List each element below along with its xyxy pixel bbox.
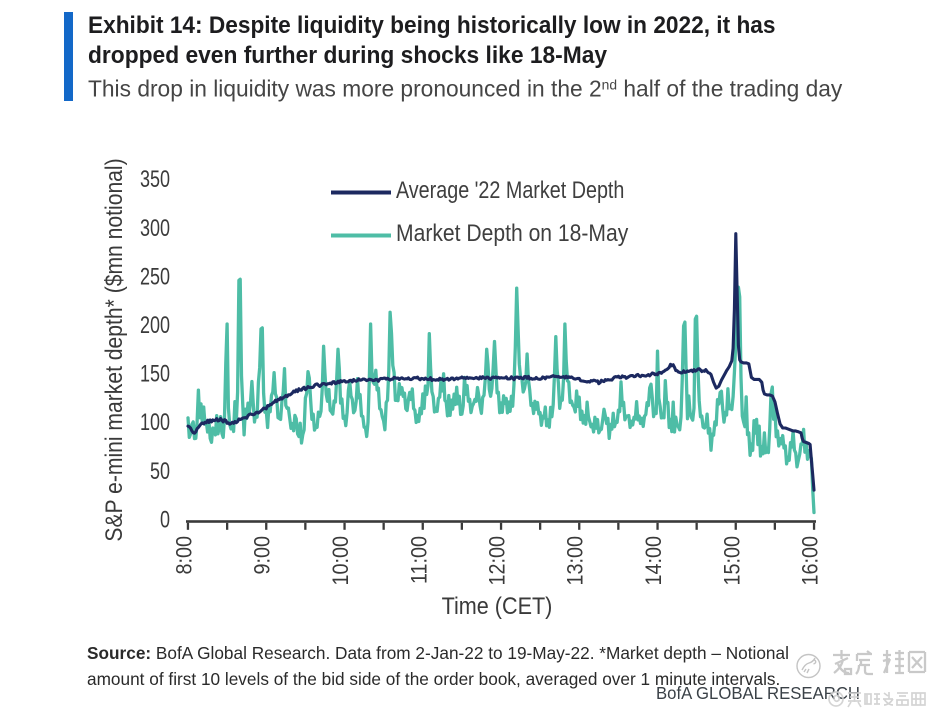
svg-text:8:00: 8:00 [173,536,197,575]
svg-text:350: 350 [140,167,170,193]
svg-text:200: 200 [140,313,170,339]
svg-text:16:00: 16:00 [799,536,823,586]
svg-text:S&P e-mini market depth* ($mn: S&P e-mini market depth* ($mn notional) [101,158,128,541]
svg-text:300: 300 [140,215,170,241]
svg-text:BofA GLOBAL RESEARCH: BofA GLOBAL RESEARCH [656,682,860,703]
svg-text:This drop in liquidity was mor: This drop in liquidity was more pronounc… [88,75,843,101]
svg-text:dropped even further during sh: dropped even further during shocks like … [88,41,607,68]
svg-text:Source: BofA Global Research.: Source: BofA Global Research. Data from … [87,643,789,663]
svg-text:150: 150 [140,361,170,387]
svg-text:15:00: 15:00 [720,536,744,586]
svg-text:14:00: 14:00 [642,536,666,586]
svg-text:13:00: 13:00 [564,536,588,586]
svg-text:12:00: 12:00 [486,536,510,586]
svg-text:Exhibit 14: Despite liquidity: Exhibit 14: Despite liquidity being hist… [88,11,776,38]
svg-text:250: 250 [140,264,170,290]
svg-text:0: 0 [160,507,170,533]
svg-text:Average '22 Market Depth: Average '22 Market Depth [396,176,624,203]
svg-text:9:00: 9:00 [251,536,275,575]
svg-text:10:00: 10:00 [329,536,353,586]
svg-text:50: 50 [150,458,170,484]
svg-text:amount of first 10 levels of t: amount of first 10 levels of the bid sid… [87,669,780,689]
svg-text:Market Depth on 18-May: Market Depth on 18-May [396,220,629,247]
svg-text:100: 100 [140,410,170,436]
svg-text:11:00: 11:00 [407,536,431,584]
svg-text:Time (CET): Time (CET) [442,592,553,619]
